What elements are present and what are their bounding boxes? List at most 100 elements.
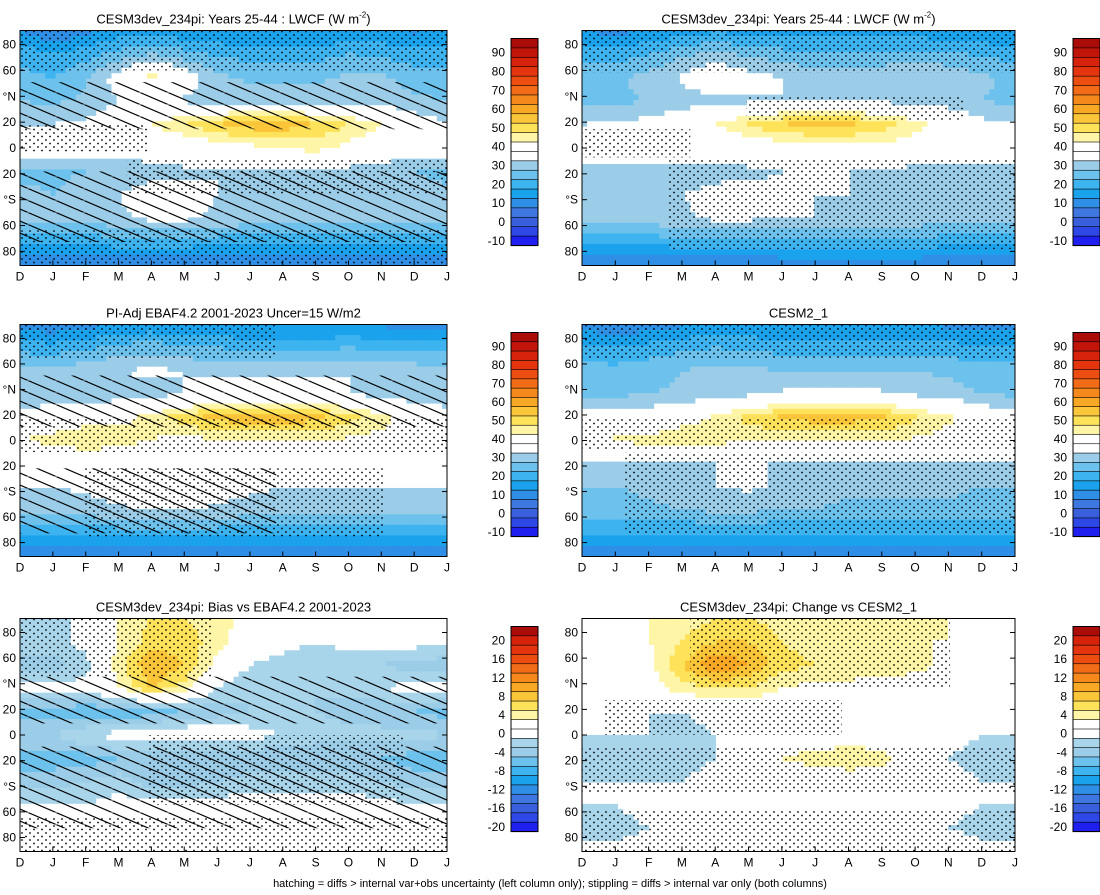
heatmap-cell [674, 89, 681, 96]
heatmap-cell [335, 131, 341, 138]
heatmap-cell [643, 83, 650, 90]
heatmap-cell [891, 78, 898, 85]
heatmap-cell [325, 142, 331, 149]
heatmap-cell [345, 78, 352, 85]
heatmap-cell [264, 131, 270, 138]
heatmap-cell [726, 83, 733, 90]
heatmap-cell [705, 89, 712, 96]
heatmap-cell [803, 89, 810, 96]
heatmap-cell [932, 73, 939, 80]
heatmap-cell [592, 94, 599, 101]
heatmap-cell [192, 73, 199, 80]
heatmap-cell [365, 137, 372, 144]
heatmap-cell [253, 153, 260, 160]
heatmap-cell [649, 83, 655, 90]
heatmap-cell [643, 73, 650, 80]
heatmap-cell [690, 78, 696, 85]
heatmap-cell [284, 78, 291, 85]
heatmap-cell [746, 89, 753, 96]
heatmap-cell [855, 78, 861, 85]
heatmap-cell [989, 83, 995, 90]
heatmap-cell [345, 67, 352, 74]
heatmap-cell [55, 164, 62, 170]
heatmap-cell [177, 78, 184, 85]
heatmap-cell [162, 78, 169, 85]
heatmap-cell [269, 126, 275, 133]
heatmap-cell [360, 67, 367, 74]
heatmap-cell [612, 83, 619, 90]
heatmap-cell [25, 67, 31, 74]
heatmap-cell [365, 73, 372, 80]
heatmap-cell [783, 83, 789, 90]
hatching-overlay [20, 171, 447, 242]
heatmap-cell [886, 73, 892, 80]
heatmap-cell [917, 83, 923, 90]
x-tick-label: J [50, 270, 56, 284]
heatmap-cell [274, 78, 280, 85]
heatmap-cell [70, 153, 77, 160]
heatmap-cell [788, 73, 794, 80]
heatmap-cell [167, 67, 174, 74]
heatmap-cell [197, 148, 204, 154]
heatmap-cell [808, 89, 815, 96]
heatmap-cell [116, 158, 123, 165]
heatmap-cell [592, 99, 599, 106]
heatmap-cell [360, 78, 367, 85]
heatmap-cell [157, 78, 163, 85]
heatmap-cell [690, 105, 696, 112]
heatmap-cell [695, 94, 702, 101]
colorbar-label: -10 [488, 234, 506, 248]
heatmap-cell [284, 148, 291, 154]
colorbar-swatch [510, 169, 539, 181]
heatmap-cell [299, 148, 306, 154]
heatmap-cell [426, 73, 433, 80]
heatmap-cell [391, 137, 397, 144]
heatmap-cell [855, 73, 861, 80]
heatmap-cell [203, 142, 209, 149]
heatmap-cell [177, 142, 184, 149]
heatmap-cell [829, 73, 836, 80]
heatmap-cell [441, 126, 447, 133]
heatmap-cell [208, 67, 214, 74]
heatmap-cell [208, 126, 214, 133]
heatmap-cell [172, 131, 179, 138]
heatmap-cell [70, 67, 77, 74]
heatmap-cell [582, 99, 588, 106]
heatmap-cell [370, 126, 377, 133]
heatmap-cell [152, 142, 158, 149]
colorbar-swatch [510, 57, 539, 68]
colorbar-label: 70 [492, 83, 506, 97]
heatmap-cell [309, 137, 316, 144]
heatmap-cell [411, 73, 418, 80]
heatmap-cell [741, 78, 748, 85]
heatmap-cell [269, 131, 275, 138]
heatmap-cell [325, 126, 331, 133]
heatmap-cell [426, 131, 433, 138]
heatmap-cell [182, 142, 189, 149]
heatmap-cell [70, 164, 77, 170]
heatmap-cell [274, 67, 280, 74]
heatmap-cell [602, 78, 609, 85]
heatmap-cell [937, 83, 944, 90]
heatmap-cell [162, 67, 169, 74]
heatmap-cell [643, 78, 650, 85]
heatmap-cell [901, 78, 908, 85]
heatmap-cell [679, 94, 686, 101]
heatmap-cell [695, 83, 702, 90]
heatmap-cell [659, 99, 666, 106]
colorbar-swatch [510, 198, 539, 209]
heatmap-cell [436, 148, 443, 154]
heatmap-cell [1009, 99, 1015, 106]
heatmap-cell [989, 89, 995, 96]
heatmap-cell [279, 137, 285, 144]
heatmap-cell [304, 142, 311, 149]
heatmap-cell [279, 73, 285, 80]
heatmap-cell [203, 137, 209, 144]
heatmap-cell [891, 83, 898, 90]
heatmap-cell [441, 153, 447, 160]
heatmap-cell [65, 67, 72, 74]
heatmap-cell [70, 158, 77, 165]
heatmap-cell [380, 73, 387, 80]
heatmap-cell [582, 78, 588, 85]
heatmap-cell [391, 78, 397, 85]
